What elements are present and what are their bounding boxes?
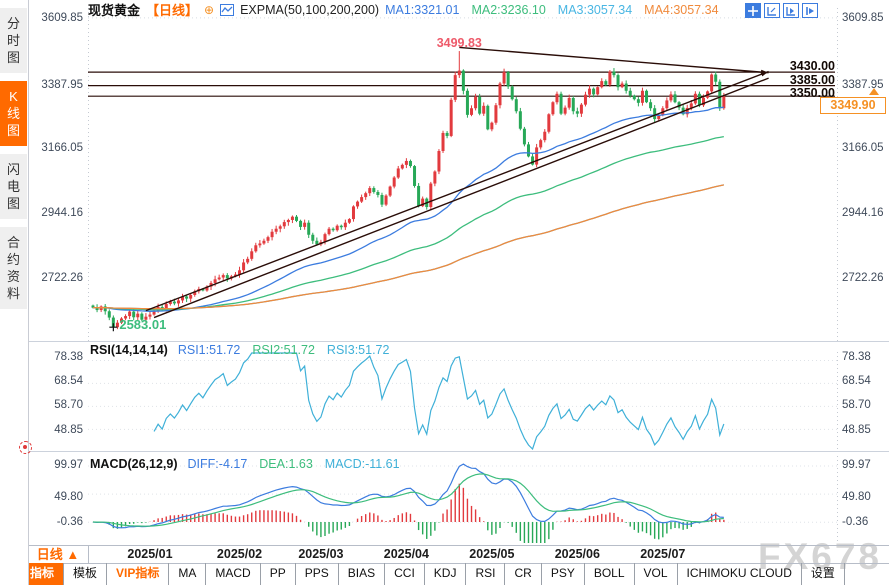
bottom-tab-rsi[interactable]: RSI (466, 563, 506, 585)
ma-values: MA1:3321.01 MA2:3236.10 MA3:3057.34 MA4:305… (385, 3, 718, 17)
macd-plot[interactable] (88, 456, 838, 544)
ma-value-3: MA3:3057.34 (557, 2, 633, 17)
rsi-axis-label-r-2: 68.54 (842, 375, 871, 387)
ma-value-2: MA2:3236.10 (471, 2, 546, 17)
low-price-annotation: 2583.01 (119, 317, 167, 332)
price-axis-label-r-3: 3166.05 (842, 142, 884, 154)
bottom-tab-ma[interactable]: MA (169, 563, 207, 585)
chart-toolbar (745, 3, 818, 18)
rsi-axis-label-r-3: 58.70 (842, 399, 871, 411)
bottom-tab-cr[interactable]: CR (505, 563, 542, 585)
rsi-axis-label-l-2: 68.54 (54, 375, 83, 387)
price-axis-label-l-2: 3387.95 (41, 79, 83, 91)
bottom-tab-psy[interactable]: PSY (542, 563, 585, 585)
macd-axis-label-r-3: -0.36 (842, 516, 869, 528)
macd-value-3: MACD:-11.61 (324, 457, 400, 471)
rsi-value-3: RSI3:51.72 (326, 343, 390, 357)
bottom-tab-kdj[interactable]: KDJ (425, 563, 467, 585)
bottom-tab-boll[interactable]: BOLL (585, 563, 635, 585)
pan-right-icon[interactable] (802, 3, 818, 18)
indicator-tabbar: 指标 模板 VIP指标 MA MACD PP PPS BIAS CCI KDJ RSI CR PSY BO… (0, 563, 889, 585)
macd-axis-label-l-1: 99.97 (54, 459, 83, 471)
price-up-arrow-icon (869, 88, 879, 95)
rsi-value-2: RSI2:51.72 (252, 343, 315, 357)
rsi-axis-label-l-1: 78.38 (54, 351, 83, 363)
axis-zoom-icon[interactable] (764, 3, 780, 18)
live-recording-icon (19, 441, 32, 454)
sidebar-tab-4[interactable]: 合约资料 (0, 227, 27, 309)
macd-title: MACD(26,12,9) (90, 457, 178, 471)
bottom-tab-vol[interactable]: VOL (635, 563, 678, 585)
rsi-header: RSI(14,14,14) RSI1:51.72 RSI2:51.72 RSI3:5… (90, 343, 389, 357)
macd-axis-label-l-3: -0.36 (56, 516, 83, 528)
sidebar-tab-3[interactable]: 闪电图 (0, 154, 27, 219)
time-axis-row: 日线 ▲ 2025/01 2025/02 2025/03 2025/04 2025/05… (28, 545, 889, 564)
bottom-tab-macd[interactable]: MACD (206, 563, 261, 585)
bottom-tab-设置[interactable]: 设置 (802, 563, 845, 585)
indicator-title: EXPMA(50,100,200,200) (240, 2, 380, 17)
ma-value-4: MA4:3057.34 (644, 2, 719, 17)
price-axis-label-r-4: 2944.16 (842, 207, 884, 219)
price-axis-label-r-1: 3609.85 (842, 12, 884, 24)
candlestick-plot[interactable] (88, 8, 838, 343)
axis-play-icon[interactable] (783, 3, 799, 18)
rsi-values: RSI1:51.72 RSI2:51.72 RSI3:51.72 (178, 343, 390, 357)
macd-axis-label-l-2: 49.80 (54, 491, 83, 503)
rsi-plot[interactable] (88, 352, 838, 450)
main-rsi-separator (28, 341, 889, 342)
sidebar-tab-1[interactable]: 分时图 (0, 8, 27, 73)
rsi-axis-label-l-3: 58.70 (54, 399, 83, 411)
bottom-tab-vip指标[interactable]: VIP指标 (107, 563, 170, 585)
rsi-title: RSI(14,14,14) (90, 343, 168, 357)
ma-value-1: MA1:3321.01 (385, 2, 460, 17)
month-label-5: 2025/05 (469, 547, 515, 561)
rsi-axis-label-r-1: 78.38 (842, 351, 871, 363)
bottom-tab-bias[interactable]: BIAS (339, 563, 386, 585)
month-label-2: 2025/02 (216, 547, 263, 561)
rsi-axis-label-l-4: 48.85 (54, 424, 83, 436)
bottom-tab-cci[interactable]: CCI (385, 563, 425, 585)
rsi-value-1: RSI1:51.72 (177, 343, 241, 357)
macd-values: DIFF:-4.17 DEA:1.63 MACD:-11.61 (188, 457, 400, 471)
last-price-badge: 3349.90 (820, 97, 886, 114)
month-label-1: 2025/01 (127, 547, 173, 561)
crosshair-icon[interactable] (745, 3, 761, 18)
macd-value-2: DEA:1.63 (259, 457, 313, 471)
macd-axis-label-r-1: 99.97 (842, 459, 871, 471)
bottom-tab-模板[interactable]: 模板 (64, 563, 108, 585)
symbol-name: 现货黄金 (88, 3, 141, 18)
period-dropdown-button[interactable]: 日线 ▲ (28, 546, 89, 563)
indicator-chart-icon[interactable] (220, 3, 235, 16)
month-label-4: 2025/04 (383, 547, 429, 561)
macd-header: MACD(26,12,9) DIFF:-4.17 DEA:1.63 MACD:-11… (90, 457, 400, 471)
level-label-3: 3350.00 (789, 86, 835, 100)
price-axis-label-l-5: 2722.26 (41, 272, 83, 284)
bottom-tab-pps[interactable]: PPS (296, 563, 339, 585)
level-label-2: 3385.00 (789, 73, 835, 87)
add-compare-icon[interactable]: ⊕ (204, 2, 215, 17)
macd-value-1: DIFF:-4.17 (187, 457, 248, 471)
price-axis-label-l-1: 3609.85 (41, 12, 83, 24)
price-axis-label-l-3: 3166.05 (41, 142, 83, 154)
month-label-6: 2025/06 (554, 547, 600, 561)
peak-price-annotation: 3499.83 (436, 36, 482, 50)
macd-axis-label-r-2: 49.80 (842, 491, 871, 503)
price-axis-label-l-4: 2944.16 (41, 207, 83, 219)
bottom-tab-ichimoku-cloud[interactable]: ICHIMOKU CLOUD (678, 563, 802, 585)
chart-header: 现货黄金 【日线】 ⊕ EXPMA(50,100,200,200) MA1:33… (88, 1, 719, 19)
price-axis-label-r-5: 2722.26 (842, 272, 884, 284)
month-label-7: 2025/07 (640, 547, 686, 561)
watermark: FX678 (758, 536, 883, 577)
period-tag: 【日线】 (146, 3, 199, 18)
rsi-axis-label-r-4: 48.85 (842, 424, 871, 436)
rsi-macd-separator (28, 451, 889, 452)
month-label-3: 2025/03 (298, 547, 344, 561)
bottom-tab-pp[interactable]: PP (261, 563, 296, 585)
level-label-1: 3430.00 (789, 59, 835, 73)
